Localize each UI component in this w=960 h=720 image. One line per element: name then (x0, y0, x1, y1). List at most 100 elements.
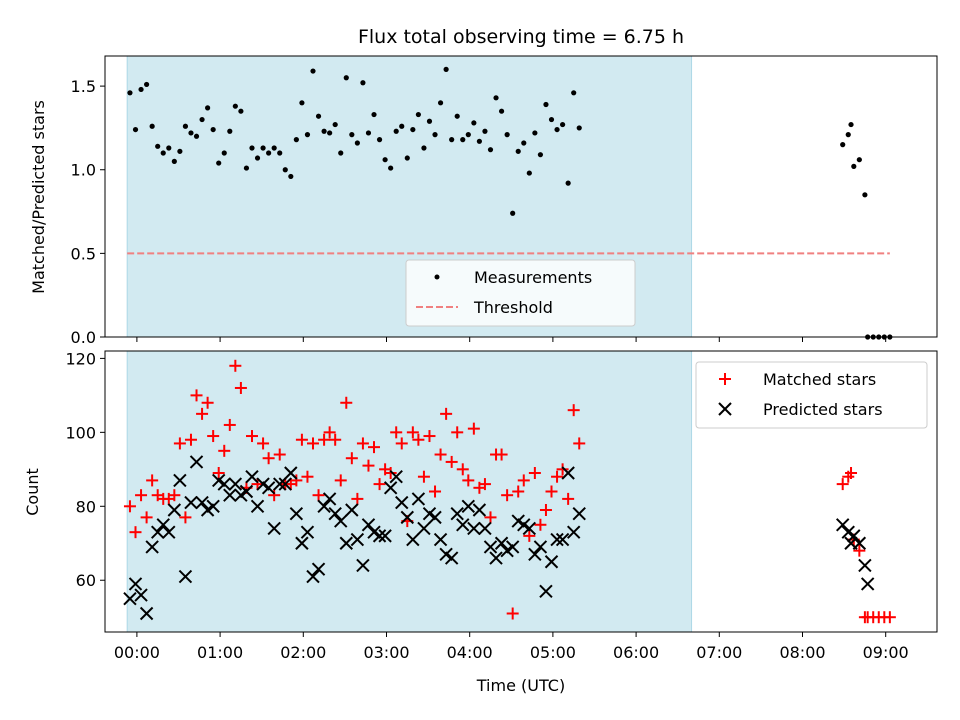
predicted-star-mark (256, 477, 270, 491)
predicted-star-mark (372, 529, 387, 543)
measurement-point (166, 145, 172, 151)
measurement-point (482, 128, 488, 134)
measurement-point (443, 66, 449, 72)
matched-star-point (268, 489, 281, 502)
predicted-star-point (184, 495, 198, 510)
predicted-star-mark (261, 481, 276, 495)
matched-star-point (207, 430, 220, 443)
matched-star-point (373, 478, 386, 491)
measurement-point (571, 90, 577, 96)
predicted-star-point (483, 540, 498, 554)
measurement-point (498, 108, 505, 114)
predicted-star-mark (145, 540, 159, 554)
bottom-legend-marker-predicted (718, 402, 732, 416)
predicted-star-mark (195, 495, 209, 510)
predicted-star-mark (228, 477, 243, 491)
predicted-star-point (356, 558, 370, 573)
matched-star-point (234, 381, 247, 394)
predicted-star-mark (505, 540, 520, 554)
predicted-star-point (533, 540, 548, 554)
matched-star-point (451, 426, 464, 439)
matched-star-point (534, 518, 547, 531)
matched-star-point (318, 433, 331, 446)
predicted-star-point (572, 506, 586, 521)
predicted-star-point (173, 473, 187, 488)
bottom-legend-label-predicted: Predicted stars (763, 400, 883, 419)
measurement-point (515, 148, 521, 154)
predicted-star-mark (350, 532, 365, 547)
measurement-point (182, 123, 189, 129)
measurement-point (260, 145, 266, 151)
predicted-star-point (261, 481, 276, 495)
matched-star-point (179, 511, 192, 524)
predicted-star-point (267, 521, 281, 536)
x-tick-label: 06:00 (613, 643, 659, 662)
predicted-star-point (561, 466, 575, 480)
bottom-y-tick-label: 80 (76, 497, 96, 516)
predicted-star-point (361, 518, 376, 532)
predicted-star-point (411, 492, 426, 506)
matched-star-point (301, 470, 314, 483)
predicted-star-mark (835, 518, 850, 532)
predicted-star-point (339, 536, 353, 550)
matched-star-point (307, 437, 319, 450)
matched-star-point (423, 430, 436, 443)
measurement-point (404, 155, 410, 161)
measurement-point (437, 100, 444, 106)
matched-star-point (140, 511, 153, 524)
measurement-point (299, 100, 305, 106)
matched-star-point (290, 474, 303, 487)
measurement-point (193, 133, 200, 139)
bottom-observing-span (126, 350, 693, 633)
measurement-point (840, 142, 846, 148)
predicted-star-point (494, 536, 509, 550)
matched-star-point (362, 459, 375, 472)
predicted-star-mark (322, 492, 337, 506)
matched-star-point (484, 511, 497, 524)
matched-star-point (445, 455, 458, 468)
predicted-star-point (544, 555, 559, 569)
predicted-star-point (189, 455, 204, 469)
matched-star-point (334, 474, 347, 487)
measurement-point (155, 143, 161, 149)
matched-star-point (323, 426, 336, 439)
predicted-star-mark (539, 584, 553, 599)
measurement-point (144, 81, 150, 88)
x-axis-label: Time (UTC) (476, 676, 565, 695)
predicted-star-point (860, 577, 875, 591)
predicted-star-point (300, 525, 315, 539)
predicted-star-mark (422, 506, 437, 521)
measurement-point (354, 140, 360, 146)
predicted-star-mark (566, 525, 581, 539)
predicted-star-point (145, 540, 159, 554)
predicted-star-mark (139, 606, 154, 621)
predicted-star-point (444, 551, 459, 565)
measurement-point (310, 68, 316, 74)
measurement-point (526, 170, 532, 176)
predicted-star-point (284, 466, 298, 480)
top-legend-label-measurements: Measurements (474, 268, 592, 287)
matched-star-point (501, 489, 514, 502)
measurement-point (249, 145, 255, 151)
measurement-point (160, 150, 166, 156)
matched-star-point (523, 529, 536, 542)
predicted-star-mark (461, 499, 476, 513)
measurement-point (332, 121, 338, 128)
measurement-point (271, 145, 277, 151)
matched-star-point (251, 478, 264, 491)
bottom-y-tick-label: 120 (65, 349, 96, 368)
matched-star-point (845, 467, 858, 480)
matched-star-point (412, 433, 425, 446)
predicted-star-point (550, 532, 564, 547)
predicted-star-point (295, 536, 309, 550)
measurement-point (315, 113, 322, 119)
predicted-star-point (489, 551, 503, 565)
measurement-point (360, 80, 366, 86)
matched-star-point (351, 492, 364, 505)
measurement-point (188, 130, 194, 136)
matched-star-point (573, 437, 586, 450)
predicted-star-mark (150, 525, 165, 539)
measurement-point (465, 132, 471, 138)
measurement-point (862, 192, 868, 198)
matched-star-point (368, 441, 381, 454)
